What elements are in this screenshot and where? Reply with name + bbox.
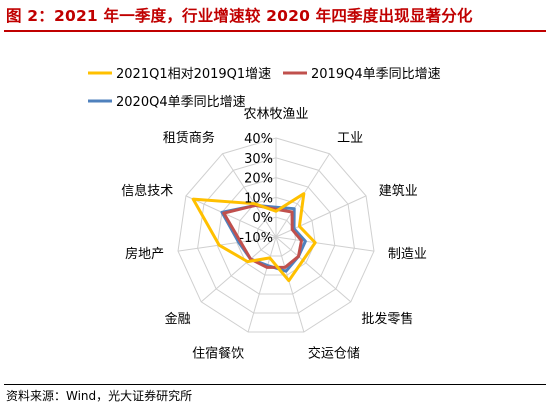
grid-spoke	[200, 236, 277, 303]
category-label: 金融	[165, 311, 191, 327]
radar-chart: 2021Q1相对2019Q1增速 2019Q4单季同比增速 2020Q4单季同比增速…	[88, 67, 441, 361]
category-label: 租赁商务	[163, 130, 215, 146]
grid-spoke	[275, 236, 375, 252]
radial-tick-label: 0%	[252, 211, 273, 226]
category-label: 工业	[337, 131, 363, 146]
source-note: 资料来源：Wind，光大证券研究所	[6, 389, 193, 403]
legend-label: 2019Q4单季同比增速	[311, 67, 441, 82]
legend-label: 2021Q1相对2019Q1增速	[116, 67, 271, 82]
grid-ring	[197, 157, 355, 314]
category-label: 建筑业	[379, 183, 418, 199]
radial-tick-label: 10%	[244, 191, 273, 206]
radar-grid	[177, 137, 375, 333]
radial-tick-label: 30%	[244, 152, 273, 167]
grid-spoke	[222, 153, 277, 238]
grid-ring	[177, 137, 375, 333]
category-label: 房地产	[125, 246, 164, 262]
grid-spoke	[185, 195, 277, 238]
legend-label: 2020Q4单季同比增速	[116, 95, 246, 110]
radial-tick-label: -10%	[239, 231, 273, 246]
grid-spoke	[275, 236, 305, 333]
grid-ring	[216, 177, 336, 295]
category-label: 农林牧渔业	[243, 107, 308, 122]
grid-ring	[236, 196, 316, 276]
legend: 2021Q1相对2019Q1增速 2019Q4单季同比增速 2020Q4单季同比增速	[88, 67, 441, 110]
grid-spoke	[177, 236, 277, 252]
title-rule	[4, 30, 546, 32]
category-label: 住宿餐饮	[192, 345, 244, 361]
radial-tick-label: 40%	[244, 132, 273, 147]
figure-title: 图 2：2021 年一季度，行业增速较 2020 年四季度出现显著分化	[6, 7, 473, 25]
category-label: 批发零售	[361, 311, 413, 327]
radial-tick-labels: -10% 0% 10% 20% 30% 40%	[239, 132, 273, 246]
grid-spoke	[275, 236, 352, 303]
source-rule	[4, 384, 546, 385]
category-label: 信息技术	[121, 183, 173, 199]
radar-series	[191, 192, 317, 283]
series-line-1	[191, 192, 317, 283]
category-label: 交运仓储	[308, 345, 360, 361]
category-label: 制造业	[388, 247, 427, 262]
grid-spoke	[247, 236, 277, 333]
radial-tick-label: 20%	[244, 172, 273, 187]
